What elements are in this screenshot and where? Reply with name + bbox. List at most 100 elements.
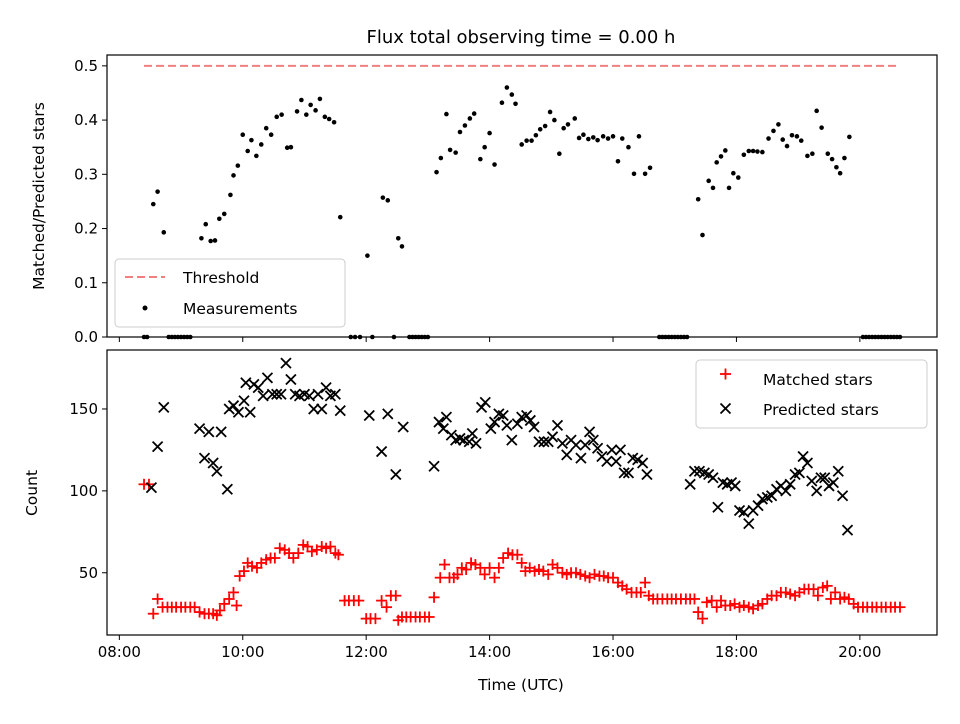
- measurements-point: [221, 211, 227, 217]
- bottom-xtick-label: 08:00: [98, 643, 141, 661]
- predicted-stars-point: [375, 445, 388, 458]
- matched-stars-point: [214, 604, 226, 616]
- predicted-stars-point: [312, 388, 324, 400]
- top-ytick-label: 0.1: [74, 274, 98, 292]
- measurements-point: [457, 129, 463, 135]
- measurements-point: [714, 160, 719, 165]
- predicted-stars-point: [271, 388, 283, 400]
- measurements-point: [837, 170, 843, 176]
- bottom-xlabel: Time (UTC): [477, 676, 564, 694]
- measurements-point: [572, 116, 578, 121]
- predicted-stars-point: [806, 475, 818, 487]
- measurements-point: [784, 143, 790, 149]
- measurements-point: [245, 148, 250, 154]
- predicted-stars-point: [207, 457, 219, 469]
- predicted-stars-point: [238, 395, 250, 407]
- predicted-stars-point: [203, 426, 215, 438]
- top-legend-box: [114, 258, 346, 328]
- measurements-point: [805, 153, 810, 159]
- predicted-stars-point: [382, 408, 394, 420]
- predicted-stars-point: [528, 421, 540, 433]
- top-ytick-label: 0.3: [74, 165, 98, 183]
- predicted-stars-point: [428, 460, 440, 472]
- matched-stars-point: [231, 600, 243, 612]
- matched-stars-point: [635, 586, 647, 598]
- measurements-point: [150, 201, 156, 207]
- measurements-point: [249, 137, 254, 143]
- measurements-point: [509, 92, 515, 97]
- predicted-stars-point: [285, 373, 297, 386]
- matched-stars-point: [843, 593, 855, 605]
- legend-predicted-swatch: [719, 402, 732, 415]
- predicted-stars-point: [232, 406, 245, 418]
- measurements-point: [337, 214, 343, 220]
- matched-stars-point: [269, 552, 281, 564]
- top-axes: 0.0 0.1 0.2 0.3 0.4 0.5: [74, 57, 861, 346]
- bottom-xtick-label: 18:00: [715, 643, 758, 661]
- measurements-point: [203, 221, 209, 227]
- predicted-stars-point: [266, 388, 279, 400]
- bottom-ytick-label: 150: [69, 400, 98, 418]
- matched-stars-point: [784, 588, 796, 600]
- measurements-point: [284, 145, 290, 151]
- top-ytick-label: 0.4: [74, 111, 98, 129]
- matched-stars-point: [369, 613, 381, 625]
- matched-stars-point: [332, 549, 344, 561]
- measurements-point: [228, 192, 233, 198]
- matched-stars-point: [423, 611, 435, 623]
- predicted-stars-point: [193, 422, 206, 435]
- measurements-point: [513, 101, 518, 107]
- bottom-xtick-label: 16:00: [591, 643, 634, 661]
- measurements-point: [741, 152, 747, 158]
- predicted-stars-point: [488, 416, 501, 428]
- measurements-point: [199, 236, 204, 241]
- matched-stars-point: [428, 591, 440, 603]
- measurements-point: [829, 156, 835, 162]
- predicted-stars-point: [575, 452, 587, 464]
- predicted-stars-point: [591, 442, 604, 454]
- predicted-stars-point: [275, 388, 287, 400]
- measurements-point: [626, 144, 631, 150]
- predicted-stars-point: [583, 426, 596, 438]
- measurements-point: [814, 108, 819, 114]
- predicted-stars-point: [752, 499, 764, 512]
- top-ylabel: Matched/Predicted stars: [30, 102, 48, 290]
- predicted-stars-point: [440, 411, 453, 423]
- measurements-point: [482, 144, 487, 150]
- predicted-stars-point: [819, 472, 831, 484]
- measurements-point: [499, 100, 505, 106]
- matched-stars-point: [479, 568, 491, 580]
- matched-stars-point: [692, 606, 704, 618]
- matched-stars-point: [825, 593, 837, 605]
- measurements-point: [217, 216, 222, 222]
- measurements-point: [258, 142, 264, 147]
- predicted-stars-point: [743, 517, 755, 530]
- matched-stars-point: [574, 568, 586, 580]
- matched-stars-point: [434, 572, 446, 584]
- measurements-point: [263, 125, 269, 131]
- matched-stars-point: [706, 595, 718, 607]
- matched-stars-point: [511, 549, 523, 561]
- predicted-stars-point: [641, 468, 653, 481]
- legend-matched-swatch: [720, 368, 731, 380]
- measurements-point: [810, 151, 815, 156]
- predicted-stars-point: [811, 485, 823, 497]
- predicted-stars-point: [738, 506, 750, 518]
- matched-stars-point: [711, 601, 723, 613]
- measurements-point: [471, 111, 477, 116]
- measurements-point: [847, 134, 852, 140]
- predicted-stars-point: [363, 409, 375, 422]
- measurements-point: [631, 171, 637, 177]
- measurements-point: [537, 126, 543, 132]
- measurements-point: [399, 244, 405, 249]
- measurements-point: [700, 232, 705, 238]
- predicted-stars-point: [334, 404, 346, 417]
- predicted-stars-point: [587, 434, 599, 446]
- measurements-point: [750, 148, 756, 154]
- predicted-stars-point: [485, 422, 497, 435]
- predicted-stars-point: [610, 455, 622, 468]
- bottom-plot-frame: [106, 349, 938, 636]
- measurements-point: [161, 230, 167, 235]
- predicted-stars-point: [466, 427, 478, 440]
- measurements-point: [155, 189, 160, 194]
